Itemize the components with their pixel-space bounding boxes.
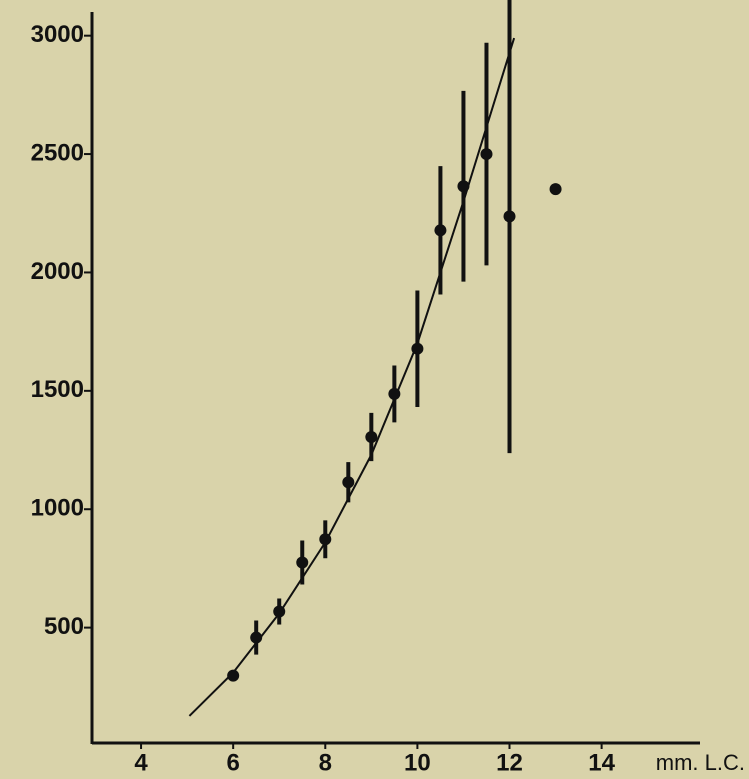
- data-point: [227, 669, 240, 682]
- y-tick-label: 2000: [31, 258, 84, 285]
- data-point: [273, 605, 286, 618]
- x-axis-label: mm. L.C.: [656, 750, 745, 775]
- y-tick-label: 1000: [31, 495, 84, 522]
- y-tick-label: 3000: [31, 21, 84, 48]
- data-point: [342, 476, 355, 489]
- data-point: [250, 631, 263, 644]
- data-point: [480, 148, 493, 161]
- y-tick-label: 2500: [31, 139, 84, 166]
- x-tick-label: 6: [226, 749, 239, 776]
- data-point: [411, 342, 424, 355]
- data-point: [434, 224, 447, 237]
- data-point: [319, 533, 332, 546]
- data-point: [457, 180, 470, 193]
- data-point: [296, 556, 309, 569]
- x-tick-label: 14: [588, 749, 615, 776]
- x-tick-label: 8: [319, 749, 332, 776]
- data-point: [365, 431, 378, 444]
- y-tick-label: 1500: [31, 376, 84, 403]
- data-point: [503, 210, 516, 223]
- x-tick-label: 4: [134, 749, 148, 776]
- data-point: [549, 183, 562, 196]
- data-point: [388, 387, 401, 400]
- x-tick-label: 10: [404, 749, 431, 776]
- y-tick-label: 500: [44, 613, 84, 640]
- x-tick-label: 12: [496, 749, 523, 776]
